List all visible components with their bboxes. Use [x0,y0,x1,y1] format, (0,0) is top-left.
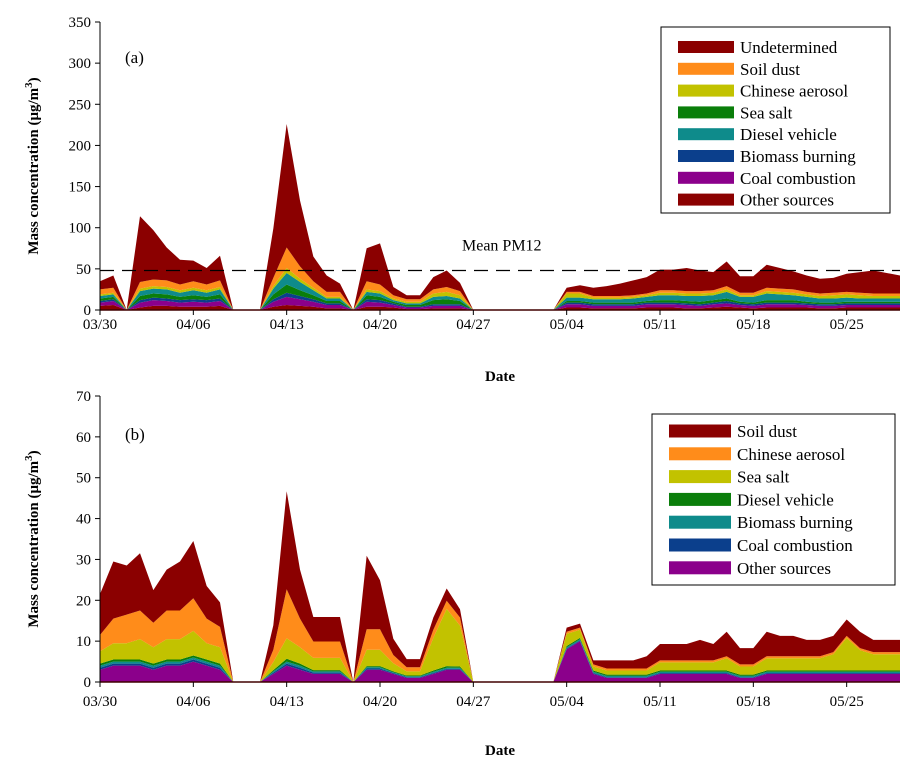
legend-label: Sea salt [737,468,790,487]
legend-swatch-other-sources [669,561,731,575]
chart-panel-1: 0 50 100 150 200 250 300 350 03/30 04/06 04/13 04/2… [23,15,900,385]
legend-swatch-biomass-burning [678,150,734,162]
y-axis-title-tail: ) [26,77,42,82]
panel-label: (b) [125,425,145,444]
x-tick-label: 05/11 [643,317,677,333]
y-axis-title-main: Mass concentration (μg/m [26,460,42,627]
y-tick-label: 60 [76,430,91,446]
legend-label: Soil dust [737,422,797,441]
x-tick-label: 05/25 [830,694,864,710]
series-area-diesel-vehicle [100,284,900,310]
y-axis-title-sup: 3 [23,82,35,88]
legend-swatch-biomass-burning [669,515,731,529]
legend-label: Other sources [737,559,831,578]
series-area-other-sources [100,305,900,310]
legend-swatch-chinese-aerosol [669,447,731,461]
series-area-sea-salt [100,608,900,682]
y-tick-label: 250 [69,97,92,113]
y-axis-title: Mass concentration (μg/m3) [23,450,42,627]
y-tick-label: 20 [76,593,91,609]
y-tick-label: 300 [69,56,92,72]
x-tick-label: 05/04 [550,317,585,333]
legend-swatch-chinese-aerosol [678,84,734,97]
x-tick-label: 04/06 [176,317,211,333]
legend-swatch-other-sources [678,193,734,206]
chart-panel-2: 0 10 20 30 40 50 60 70 03/30 04/06 04/13 04/20 04/27… [23,389,900,757]
series-area-diesel-vehicle [100,637,900,682]
x-tick-label: 04/13 [270,317,304,333]
legend-swatch-soil-dust [678,62,734,75]
legend-label: Sea salt [740,103,793,122]
y-axis-title-sup: 3 [23,455,35,461]
x-tick-label: 04/27 [456,317,491,333]
x-tick-label: 05/18 [736,694,770,710]
y-tick-label: 0 [84,675,92,691]
legend-label: Chinese aerosol [737,445,845,464]
y-tick-label: 40 [76,512,91,528]
x-tick-label: 05/18 [736,317,770,333]
panel-label: (a) [125,48,144,67]
legend-label: Biomass burning [737,513,853,532]
x-axis-title: Date [485,743,515,757]
y-axis-title: Mass concentration (μg/m3) [23,77,42,254]
x-tick-label: 05/11 [643,694,677,710]
series-area-sea-salt [100,272,900,310]
x-tick-label: 03/30 [83,317,117,333]
x-tick-label: 04/20 [363,694,397,710]
legend-swatch-coal-combustion [678,171,734,184]
legend-swatch-diesel-vehicle [678,128,734,141]
x-tick-label: 03/30 [83,694,117,710]
x-tick-label: 04/27 [456,694,491,710]
legend-swatch-sea-salt [669,470,731,484]
y-tick-label: 200 [69,138,92,154]
legend-label: Undetermined [740,38,838,57]
series-area-biomass-burning [100,292,900,310]
y-tick-label: 30 [76,552,91,568]
legend-label: Coal combustion [740,169,856,188]
y-tick-label: 50 [76,262,91,278]
x-tick-label: 05/04 [550,694,585,710]
series-area-other-sources [100,641,900,682]
legend-swatch-sea-salt [678,106,734,119]
legend-label: Other sources [740,191,834,210]
x-tick-label: 05/25 [830,317,864,333]
series-area-undetermined [100,124,900,310]
y-tick-label: 0 [84,303,92,319]
x-tick-label: 04/06 [176,694,211,710]
y-tick-label: 10 [76,634,91,650]
legend-label: Biomass burning [740,147,856,166]
legend-swatch-coal-combustion [669,538,731,552]
legend-swatch-undetermined [678,41,734,53]
legend-label: Diesel vehicle [740,125,837,144]
x-tick-label: 04/20 [363,317,397,333]
legend-label: Soil dust [740,60,800,79]
legend-label: Coal combustion [737,536,853,555]
y-tick-label: 350 [69,15,92,31]
legend-label: Diesel vehicle [737,490,834,509]
y-axis-title-main: Mass concentration (μg/m [26,87,42,254]
mean-reference-label: Mean PM12 [462,238,542,255]
y-tick-label: 150 [69,180,92,196]
y-tick-label: 50 [76,471,91,487]
legend-label: Chinese aerosol [740,82,848,101]
legend-swatch-soil-dust [669,424,731,438]
series-area-coal-combustion [100,296,900,310]
y-tick-label: 70 [76,389,91,405]
y-axis-title-tail: ) [26,450,42,455]
y-tick-label: 100 [69,221,92,237]
x-tick-label: 04/13 [270,694,304,710]
legend-swatch-diesel-vehicle [669,492,731,506]
x-axis-title: Date [485,369,515,385]
